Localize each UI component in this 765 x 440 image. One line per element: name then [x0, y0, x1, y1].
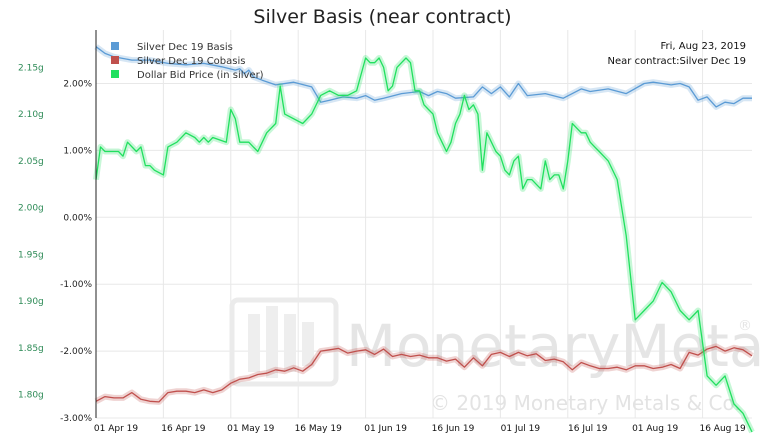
- legend-swatch-basis: [111, 42, 119, 50]
- x-tick-label: 16 Jun 19: [432, 424, 475, 434]
- y-left-tick-label: 2.10g: [18, 110, 44, 120]
- chart-title: Silver Basis (near contract): [253, 6, 512, 28]
- legend-label-dollar-bid-price: Dollar Bid Price (in silver): [137, 70, 264, 81]
- legend: Silver Dec 19 Basis Silver Dec 19 Cobasis…: [111, 42, 264, 81]
- watermark-logo-bar: [302, 322, 314, 366]
- watermark-logo-bar: [284, 314, 296, 372]
- legend-label-cobasis: Silver Dec 19 Cobasis: [137, 56, 245, 67]
- x-tick-label: 01 Jul 19: [501, 424, 541, 434]
- x-axis-labels: 01 Apr 19 16 Apr 19 01 May 19 16 May 19 01 J…: [94, 424, 746, 434]
- contract-label: Near contract:Silver Dec 19: [608, 56, 746, 67]
- watermark-logo-frame: [229, 297, 339, 387]
- y-left-tick-label: 1.90g: [18, 297, 44, 307]
- grid: [95, 30, 752, 419]
- y-right-tick-label: -2.00%: [60, 347, 92, 357]
- y-left-tick-label: 2.00g: [18, 204, 44, 214]
- x-tick-label: 16 May 19: [295, 424, 343, 434]
- x-tick-label: 16 Aug 19: [699, 424, 745, 434]
- watermark-logo-bar: [248, 314, 260, 372]
- y-left-tick-label: 2.15g: [18, 63, 44, 73]
- x-tick-label: 16 Apr 19: [161, 424, 205, 434]
- y-right-tick-label: -3.00%: [60, 414, 92, 424]
- x-tick-label: 01 Aug 19: [632, 424, 678, 434]
- y-axis-right-labels: 2.00% 1.00% 0.00% -1.00% -2.00% -3.00%: [60, 80, 92, 424]
- y-left-tick-label: 1.85g: [18, 344, 44, 354]
- watermark-copyright: © 2019 Monetary Metals & Co.: [430, 391, 741, 415]
- y-right-tick-label: 2.00%: [63, 80, 92, 90]
- series-lines: [93, 44, 755, 434]
- x-tick-label: 16 Jul 19: [568, 424, 608, 434]
- watermark: MonetaryMetals ® © 2019 Monetary Metals …: [229, 297, 765, 415]
- y-left-tick-label: 1.95g: [18, 250, 44, 260]
- y-right-tick-label: 1.00%: [63, 146, 92, 156]
- watermark-logo-bar: [266, 306, 278, 378]
- y-right-tick-label: -1.00%: [60, 280, 92, 290]
- y-left-tick-label: 2.05g: [18, 157, 44, 167]
- x-tick-label: 01 Jun 19: [364, 424, 407, 434]
- legend-swatch-dollar-bid-price: [111, 70, 119, 78]
- series-basis-line: [95, 46, 752, 108]
- series-cobasis-line: [95, 345, 753, 403]
- legend-swatch-cobasis: [111, 56, 119, 64]
- x-tick-label: 01 May 19: [227, 424, 275, 434]
- date-label: Fri, Aug 23, 2019: [660, 41, 746, 52]
- y-left-tick-label: 1.80g: [18, 391, 44, 401]
- series-dollar-bid-price-line: [95, 57, 753, 433]
- watermark-brand: MonetaryMetals: [346, 312, 765, 380]
- y-right-tick-label: 0.00%: [63, 213, 92, 223]
- watermark-registered: ®: [738, 318, 752, 334]
- y-axis-left-labels: 2.15g 2.10g 2.05g 2.00g 1.95g 1.90g 1.85g 1.80g: [18, 63, 44, 400]
- x-tick-label: 01 Apr 19: [94, 424, 138, 434]
- legend-label-basis: Silver Dec 19 Basis: [137, 42, 233, 53]
